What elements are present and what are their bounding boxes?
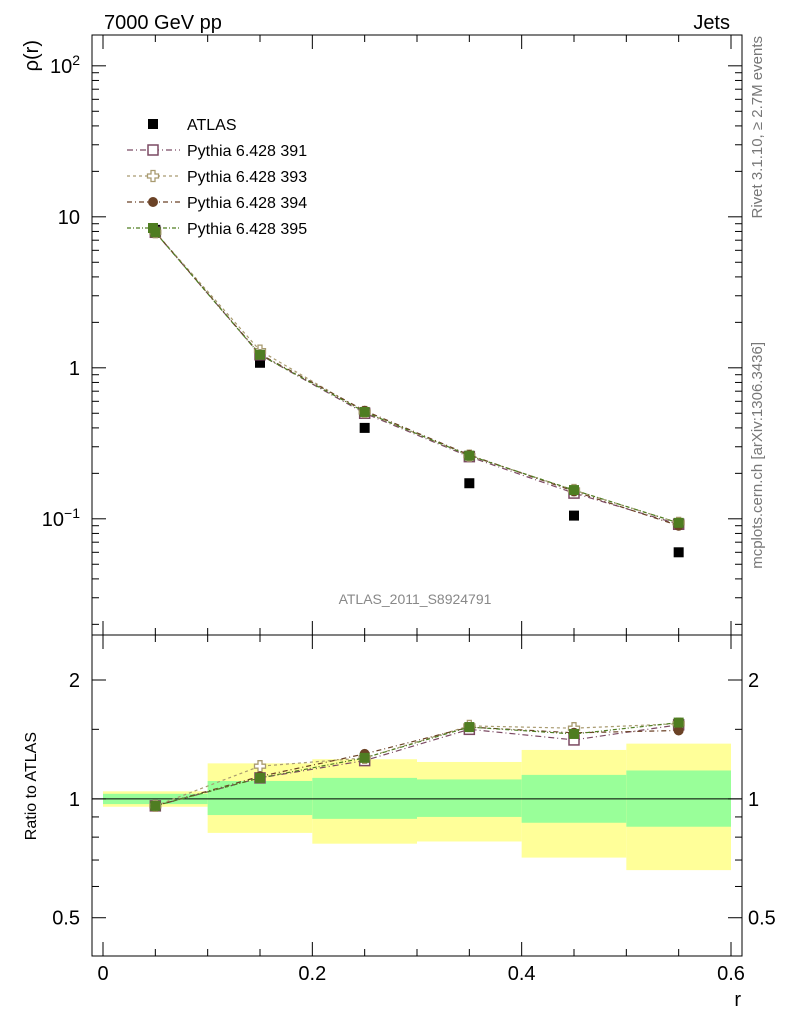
ratio-data-point <box>673 717 684 728</box>
ratio-data-point <box>673 725 684 736</box>
legend-marker <box>146 169 160 183</box>
legend-marker <box>148 197 158 207</box>
x-tick-label: 0.2 <box>298 963 326 985</box>
ratio-plot-frame <box>91 634 743 957</box>
main-data-point <box>464 478 475 489</box>
ratio-series-line <box>155 724 679 807</box>
ratio-y-tick-label: 2 <box>69 670 80 692</box>
ratio-y-tick-label-right: 1 <box>748 789 759 811</box>
x-axis-label: r <box>734 989 741 1011</box>
ratio-y-tick-label-right: 0.5 <box>748 908 776 930</box>
analysis-annotation: ATLAS_2011_S8924791 <box>339 591 492 607</box>
x-tick-label: 0.4 <box>508 963 536 985</box>
main-series-line <box>154 231 679 527</box>
main-data-point <box>673 547 684 558</box>
x-tick-label: 0 <box>97 963 108 985</box>
main-data-point <box>464 450 475 461</box>
ratio-panel: 0 0.2 0.4 0.6 0.5 0.5 1 1 2 2 <box>52 635 776 985</box>
side-label-top: Rivet 3.1.10, ≥ 2.7M events <box>749 36 766 219</box>
header-left: 7000 GeV pp <box>104 12 222 34</box>
main-series-line <box>154 231 679 524</box>
legend-label: Pythia 6.428 395 <box>187 221 307 238</box>
main-data-point <box>673 517 684 528</box>
main-data-point <box>255 349 265 360</box>
main-data-point <box>255 357 265 368</box>
main-data-point <box>359 406 370 417</box>
ratio-data-point <box>255 772 265 783</box>
main-data-point <box>569 510 579 521</box>
side-label-bottom: mcplots.cern.ch [arXiv:1306.3436] <box>749 342 766 569</box>
main-panel: 102 10 1 10−1 ATLAS Pythia 6.428 391 Pythia 6.… <box>42 35 742 635</box>
ratio-data-point <box>150 800 161 811</box>
ratio-series-line <box>155 723 679 807</box>
legend-label: Pythia 6.428 394 <box>187 195 307 212</box>
ratio-y-tick-label: 0.5 <box>52 908 80 930</box>
ratio-data-point <box>464 722 475 733</box>
legend: ATLAS Pythia 6.428 391 Pythia 6.428 393 Pyt… <box>127 117 307 238</box>
ratio-data-point <box>253 760 267 773</box>
main-y-tick-label: 1 <box>69 358 80 380</box>
ratio-series-line <box>155 722 679 807</box>
main-data-point <box>359 422 370 433</box>
ratio-y-axis-label: Ratio to ATLAS <box>23 732 40 840</box>
x-tick-label: 0.6 <box>717 963 745 985</box>
main-y-tick-label: 102 <box>50 52 80 78</box>
ratio-series-line <box>155 726 679 807</box>
main-y-tick-label: 10 <box>58 207 80 229</box>
main-data-point <box>569 485 579 496</box>
stat-uncertainty-band-1 <box>207 780 313 816</box>
ratio-data-point <box>569 728 579 739</box>
header-right: Jets <box>693 12 730 34</box>
main-series-line <box>154 231 679 525</box>
legend-marker <box>147 144 159 156</box>
main-y-axis-label: ρ(r) <box>21 40 43 71</box>
main-y-tick-label: 10−1 <box>42 505 80 531</box>
ratio-data-point <box>359 752 370 763</box>
legend-label: ATLAS <box>187 117 237 134</box>
ratio-y-tick-label: 1 <box>69 789 80 811</box>
legend-marker <box>148 223 158 233</box>
legend-marker <box>148 119 158 129</box>
stat-uncertainty-band-3 <box>417 779 522 817</box>
legend-label: Pythia 6.428 393 <box>187 169 307 186</box>
ratio-y-tick-label-right: 2 <box>748 670 759 692</box>
legend-label: Pythia 6.428 391 <box>187 143 307 160</box>
main-series-line <box>154 231 679 524</box>
